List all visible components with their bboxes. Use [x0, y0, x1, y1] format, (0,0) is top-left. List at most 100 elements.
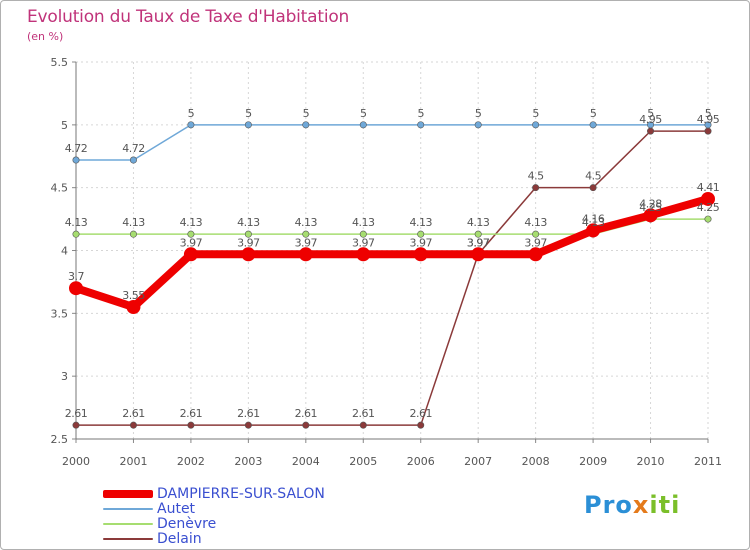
x-tick-label: 2007 [464, 455, 492, 468]
data-label-delain: 4.5 [528, 170, 544, 183]
data-point-autet [532, 121, 540, 129]
logo-part-iti: iti [649, 491, 681, 519]
data-label-dampierre: 3.97 [524, 236, 547, 249]
legend-label-denevre: Denèvre [157, 516, 217, 532]
data-point-dampierre [183, 247, 198, 262]
data-label-delain: 2.61 [122, 407, 145, 420]
data-label-autet: 5 [647, 107, 654, 120]
data-point-denevre [532, 230, 540, 238]
data-point-autet [187, 121, 195, 129]
data-point-delain [647, 127, 655, 135]
y-tick-label: 3 [61, 370, 68, 383]
x-tick-label: 2003 [234, 455, 262, 468]
data-label-dampierre: 3.97 [467, 236, 490, 249]
data-point-denevre [129, 230, 137, 238]
data-point-delain [589, 184, 597, 192]
data-label-delain: 2.61 [352, 407, 375, 420]
data-point-delain [704, 127, 712, 135]
data-label-denevre: 4.13 [180, 216, 203, 229]
y-tick-label: 4 [61, 245, 68, 258]
axis-layer: 2.5 3 3.5 4 4.5 5 5.5 2000 2001 2002 2003 2004 2005 2… [51, 56, 723, 468]
data-point-denevre [704, 215, 712, 223]
data-label-autet: 5 [590, 107, 597, 120]
data-point-delain [244, 421, 252, 429]
legend-label-dampierre: DAMPIERRE-SUR-SALON [157, 486, 325, 502]
x-tick-label: 2006 [407, 455, 435, 468]
legend-item-autet: Autet [103, 501, 195, 517]
y-tick-label: 4.5 [51, 182, 69, 195]
x-tick-label: 2010 [637, 455, 665, 468]
data-label-delain: 3.97 [467, 236, 490, 249]
x-tick-label: 2004 [292, 455, 320, 468]
data-point-denevre [417, 230, 425, 238]
data-label-dampierre: 3.55 [122, 289, 145, 302]
data-point-denevre [244, 230, 252, 238]
data-point-dampierre [471, 247, 486, 262]
data-label-dampierre: 3.97 [409, 236, 432, 249]
legend-swatch-denevre [103, 523, 153, 525]
data-label-autet: 4.72 [122, 142, 145, 155]
legend-label-autet: Autet [157, 501, 196, 517]
data-point-denevre [359, 230, 367, 238]
chart-title: Evolution du Taux de Taxe d'Habitation [27, 7, 350, 27]
data-label-denevre: 4.13 [409, 216, 432, 229]
data-point-autet [302, 121, 310, 129]
x-tick-label: 2002 [177, 455, 205, 468]
data-label-dampierre: 3.97 [295, 236, 318, 249]
legend-swatch-dampierre [103, 490, 153, 498]
data-label-autet: 4.72 [65, 142, 88, 155]
data-point-dampierre [241, 247, 256, 262]
series-line-dampierre [72, 194, 712, 312]
data-label-denevre: 4.13 [524, 216, 547, 229]
data-label-autet: 5 [475, 107, 482, 120]
x-tick-label: 2008 [522, 455, 550, 468]
data-point-denevre [187, 230, 195, 238]
series-line-delain [75, 130, 709, 426]
x-tick-label: 2005 [349, 455, 377, 468]
data-point-autet [359, 121, 367, 129]
data-label-delain: 2.61 [237, 407, 260, 420]
data-point-delain [532, 184, 540, 192]
data-point-delain [187, 421, 195, 429]
data-point-autet [589, 121, 597, 129]
data-label-dampierre: 3.97 [237, 236, 260, 249]
chart-subtitle: (en %) [27, 30, 64, 43]
data-label-delain: 2.61 [65, 407, 88, 420]
data-label-denevre: 4.13 [467, 216, 490, 229]
data-point-denevre [72, 230, 80, 238]
series-line-autet [75, 124, 709, 161]
x-tick-label: 2011 [694, 455, 722, 468]
y-tick-label: 3.5 [51, 307, 69, 320]
legend-swatch-delain [103, 538, 153, 540]
legend-swatch-autet [103, 508, 153, 510]
data-point-autet [474, 121, 482, 129]
data-point-delain [302, 421, 310, 429]
data-label-delain: 2.61 [295, 407, 318, 420]
data-point-dampierre [356, 247, 371, 262]
data-label-delain: 4.95 [639, 113, 662, 126]
x-tick-label: 2009 [579, 455, 607, 468]
data-label-denevre: 4.13 [295, 216, 318, 229]
data-label-dampierre: 3.97 [180, 236, 203, 249]
data-label-dampierre: 4.16 [582, 212, 605, 225]
data-label-delain: 2.61 [180, 407, 203, 420]
logo-part-pro: Pro [584, 491, 633, 519]
data-point-dampierre [701, 191, 715, 206]
data-label-delain: 4.95 [697, 113, 720, 126]
data-label-autet: 5 [417, 107, 424, 120]
data-label-autet: 5 [245, 107, 252, 120]
data-point-delain [72, 421, 80, 429]
data-label-denevre: 4.13 [352, 216, 375, 229]
data-point-dampierre [69, 281, 83, 296]
data-label-denevre: 4.25 [639, 201, 662, 214]
data-point-autet [72, 156, 80, 164]
x-tick-label: 2000 [62, 455, 90, 468]
proxiti-logo: Proxiti [584, 491, 680, 519]
data-point-autet [129, 156, 137, 164]
data-point-autet [417, 121, 425, 129]
data-label-dampierre: 4.28 [639, 197, 662, 210]
data-label-autet: 5 [532, 107, 539, 120]
data-point-dampierre [528, 247, 543, 262]
